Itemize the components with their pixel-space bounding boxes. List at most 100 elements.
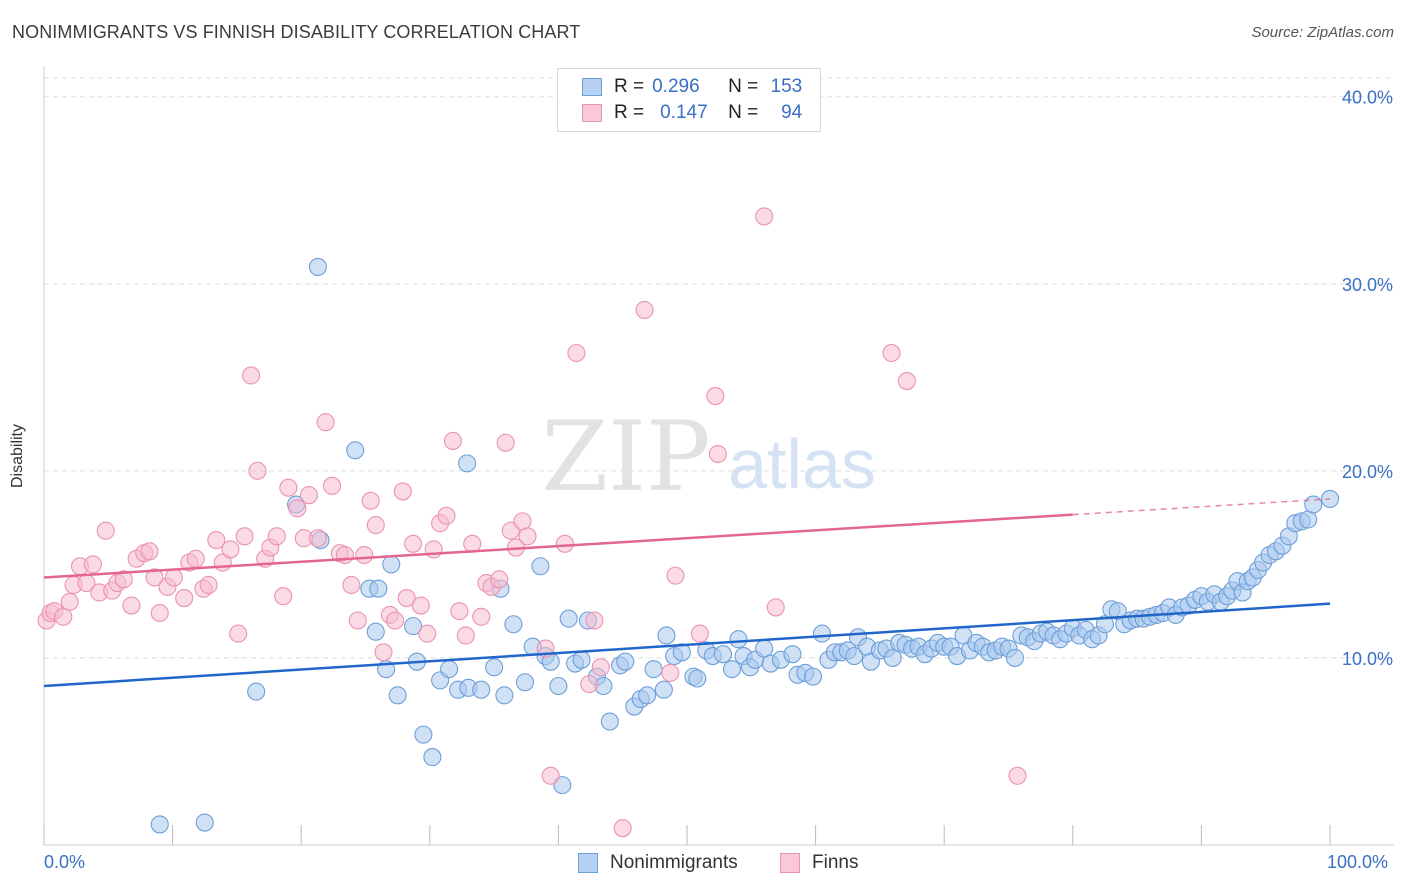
nonimmigrants-point [812,624,832,643]
y-tick-label: 40.0% [1342,88,1393,108]
finns-point [393,482,412,501]
finns-point [666,566,685,585]
finns-point [518,527,537,546]
finns-point [221,540,240,559]
nonimmigrants-point [883,648,902,667]
nonimmigrants-point [845,647,864,666]
nonimmigrants-point [600,712,619,731]
legend-r-value: 0.296 [652,76,700,97]
finns-point [323,476,342,495]
axes [43,66,1394,846]
nonimmigrants-point [195,813,214,832]
legend-n-label: N = [728,102,759,123]
chart-title: NONIMMIGRANTS VS FINNISH DISABILITY CORR… [12,22,581,42]
finns-point [374,643,393,662]
correlation-legend: R = 0.296 N = 153 R = 0.147 N = 94 [557,68,821,132]
legend-swatch-blue [582,78,602,96]
legend-n-value: 94 [781,102,803,123]
nonimmigrants-point [672,643,691,662]
x-axis-max-label: 100.0% [1327,852,1389,872]
y-tick-label: 30.0% [1342,275,1393,295]
finns-point [661,663,680,682]
finns-point [248,461,267,480]
finns-point [591,658,610,677]
finns-point [386,611,405,630]
finns-point [122,596,141,615]
legend-row-finns: R = 0.147 N = 94 [582,101,802,125]
data-points [37,207,1340,838]
finns-point [186,549,205,568]
legend-r-value: 0.147 [660,102,708,123]
finns-point [567,343,586,363]
watermark-zip: ZIP [541,401,710,513]
nonimmigrants-point [549,676,568,696]
nonimmigrants-point [657,626,676,645]
nonimmigrants-point [572,650,591,669]
nonimmigrants-point [404,617,423,636]
nonimmigrants-point [531,557,550,576]
watermark-atlas: atlas [728,425,876,503]
finns-point [150,603,169,623]
finns-point [755,207,774,226]
finns-point [145,568,164,587]
nonimmigrants-point [150,815,169,834]
finns-point [635,300,654,320]
finns-point [279,478,298,497]
finns-point [496,433,515,452]
legend-n-label: N = [728,76,759,97]
finns-point [613,819,632,838]
finns-point [418,624,437,643]
finns-point [490,570,509,589]
nonimmigrants-point [247,682,266,701]
legend-r-label: R = [614,102,645,123]
finns-point [355,545,374,565]
finns-point [316,413,335,432]
finns-point [83,555,102,574]
nonimmigrants-point [495,686,514,705]
finns-point [766,598,785,617]
finns-point [708,444,727,464]
finns-point [235,527,254,546]
nonimmigrants-point [440,660,459,679]
finns-point [267,527,286,546]
finns-point [175,589,194,608]
watermark: ZIP atlas [541,401,876,513]
finns-point [424,540,443,559]
nonimmigrants-point [382,555,401,574]
finns-point [443,431,462,450]
finns-point [690,624,709,643]
nonimmigrants-point [729,630,748,649]
nonimmigrants-point [308,257,327,276]
y-tick-labels: 10.0% 20.0% 30.0% 40.0% [1342,88,1393,669]
nonimmigrants-point [783,645,802,664]
series-label-finns: Finns [812,852,859,873]
finns-point [437,506,456,525]
finns-point [366,516,385,535]
nonimmigrants-point [1005,648,1024,667]
finns-point [361,491,380,510]
legend-r-label: R = [614,76,645,97]
finns-point [241,366,261,385]
finns-trend-line [43,513,1073,579]
legend-n-value: 153 [770,76,803,97]
finns-point [1008,766,1027,785]
finns-point [207,531,226,550]
series-swatch-pink [780,853,800,873]
nonimmigrants-point [458,454,477,473]
finns-point [397,589,416,608]
nonimmigrants-point [366,622,385,641]
finns-point [199,575,218,595]
nonimmigrants-point [504,615,523,634]
finns-point [299,486,318,505]
x-axis-min-label: 0.0% [44,852,86,872]
nonimmigrants-point [472,680,491,699]
nonimmigrants-point [1095,615,1114,634]
trend-lines [43,498,1331,688]
nonimmigrants-point [346,441,365,460]
nonimmigrants-point [423,748,442,767]
finns-point [897,372,916,391]
finns-point [140,542,159,561]
nonimmigrants-point [388,686,407,705]
nonimmigrants-point [654,680,673,699]
nonimmigrants-point [414,725,433,744]
